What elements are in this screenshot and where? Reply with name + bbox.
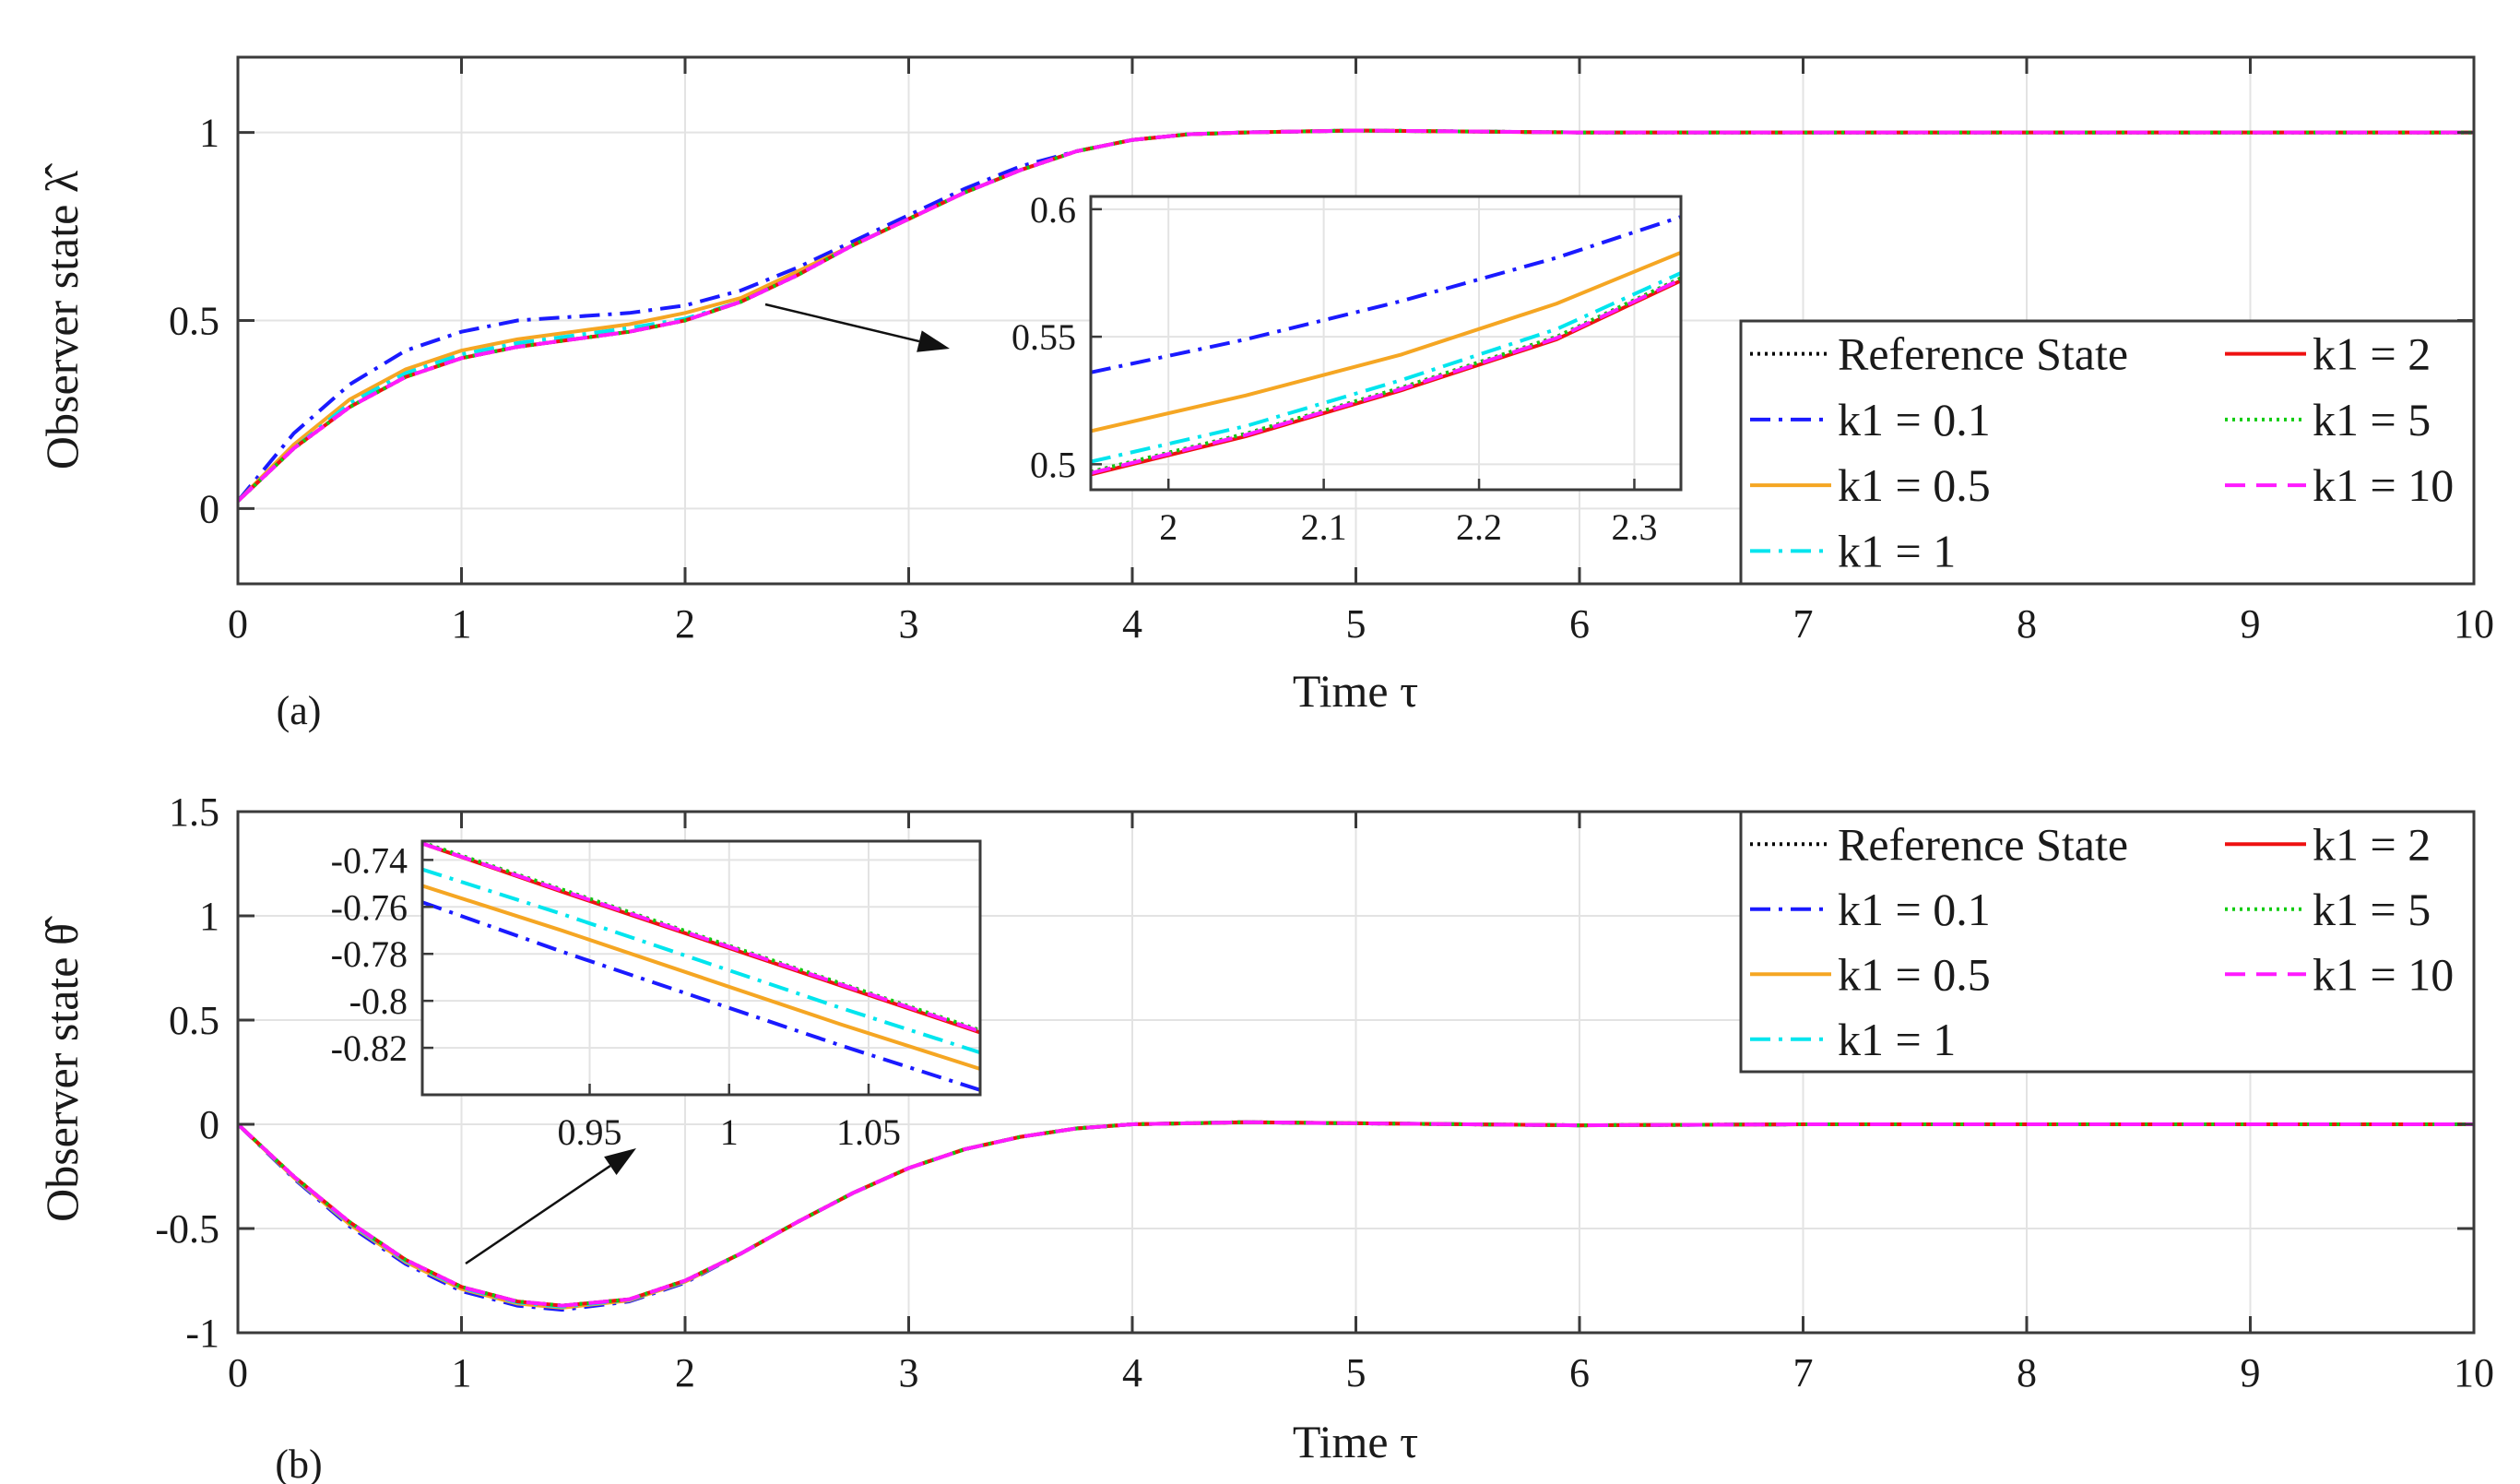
x-tick-label: 3 [899, 601, 919, 647]
x-tick-label: 9 [2241, 1350, 2261, 1395]
legend-label: k1 = 2 [2313, 818, 2431, 870]
series-line [238, 128, 2474, 503]
panel-label: (b) [275, 1442, 322, 1484]
inset-series-line [422, 900, 980, 1092]
legend-label: k1 = 10 [2313, 948, 2454, 1000]
series-line [238, 1120, 2474, 1308]
x-tick-label: 7 [1793, 601, 1814, 647]
series-line [238, 1120, 2474, 1308]
y-tick-label: 0 [199, 1102, 219, 1147]
inset-x-tick-label: 1 [720, 1111, 739, 1153]
legend-box [1739, 810, 2476, 1074]
legend-label: k1 = 0.5 [1838, 948, 1991, 1000]
panel-a: 0 1 2 3 4 5 6 7 8 9 10 0 0.5 1 Time τ Observer state λ̂… [36, 55, 2494, 733]
x-tick-label: 8 [2017, 601, 2037, 647]
inset-x-tick-label: 1.05 [836, 1111, 901, 1153]
legend: Reference State k1 = 0.1 k1 = 0.5 k1 = 1 k1 … [1739, 810, 2476, 1074]
y-tick-label: 1 [199, 894, 219, 939]
inset-x-tick-label: 2.2 [1456, 506, 1502, 548]
legend: Reference State k1 = 0.1 k1 = 0.5 k1 = 1 k1 … [1739, 319, 2476, 586]
x-tick-label: 7 [1793, 1350, 1814, 1395]
legend-label: k1 = 0.1 [1838, 394, 1991, 445]
inset-series-line [1091, 276, 1681, 474]
legend-label: k1 = 2 [2313, 328, 2431, 380]
inset-series-group [422, 841, 980, 1092]
y-tick-label: 1.5 [169, 789, 219, 835]
inset-x-tick-label: 2.3 [1611, 506, 1657, 548]
x-tick-label: 2 [675, 1350, 695, 1395]
legend-label: k1 = 5 [2313, 884, 2431, 935]
inset-x-tick-label: 2.1 [1301, 506, 1347, 548]
panel-label: (a) [277, 688, 322, 733]
inset-y-tick-label: -0.74 [331, 839, 408, 881]
y-tick-label: -1 [185, 1311, 219, 1356]
inset-background [1091, 196, 1681, 490]
inset-series-line [422, 867, 980, 1055]
series-group [238, 128, 2474, 503]
legend-label: k1 = 0.1 [1838, 884, 1991, 935]
legend-label: k1 = 1 [1838, 525, 1956, 576]
x-tick-label: 1 [452, 601, 472, 647]
inset-background [422, 841, 980, 1095]
x-tick-label: 4 [1122, 601, 1142, 647]
x-tick-label: 1 [452, 1350, 472, 1395]
legend-label: k1 = 10 [2313, 459, 2454, 511]
x-tick-label: 6 [1569, 1350, 1590, 1395]
inset-y-tick-label: 0.5 [1030, 444, 1076, 485]
y-tick-label: 0.5 [169, 998, 219, 1043]
x-tick-label: 5 [1346, 601, 1366, 647]
x-axis-label: Time τ [1293, 665, 1418, 717]
legend-label: k1 = 5 [2313, 394, 2431, 445]
zoom-arrow-head [604, 1148, 636, 1175]
inset-box [1089, 195, 1683, 492]
x-tick-label: 10 [2454, 1350, 2494, 1395]
inset-y-tick-label: -0.76 [331, 886, 408, 928]
inset-x-tick-label: 0.95 [558, 1111, 622, 1153]
series-group [238, 1120, 2474, 1312]
inset-series-line [422, 841, 980, 1034]
x-tick-label: 0 [228, 1350, 248, 1395]
x-tick-label: 4 [1122, 1350, 1142, 1395]
x-tick-label: 9 [2241, 601, 2261, 647]
inset-series-line [422, 884, 980, 1071]
zoom-arrow-line [764, 303, 920, 343]
inset-x-tick-label: 2 [1159, 506, 1177, 548]
zoom-arrow-head [917, 330, 950, 352]
x-tick-label: 5 [1346, 1350, 1366, 1395]
inset-y-tick-label: 0.55 [1012, 316, 1076, 358]
y-axis-label: Observer state θ̂ [36, 916, 88, 1222]
y-tick-label: -0.5 [155, 1206, 219, 1252]
zoom-arrow-line [465, 1164, 611, 1265]
inset-series-line [1091, 278, 1681, 475]
inset-y-tick-label: 0.6 [1030, 189, 1076, 231]
inset-series-line [1091, 271, 1681, 464]
inset-axes: 0.95 1 1.05 -0.74 -0.76 -0.78 -0.8 -0.82 [331, 839, 982, 1153]
inset-series-line [1091, 250, 1681, 433]
y-tick-label: 0 [199, 486, 219, 531]
x-tick-label: 0 [228, 601, 248, 647]
inset-y-tick-label: -0.8 [349, 980, 408, 1022]
x-tick-label: 6 [1569, 601, 1590, 647]
legend-label: Reference State [1838, 818, 2128, 870]
panel-b: 0 1 2 3 4 5 6 7 8 9 10 -1 -0.5 0 0.5 1 1.5 Time τ Observer… [36, 789, 2494, 1484]
legend-label: Reference State [1838, 328, 2128, 380]
inset-y-tick-label: -0.82 [331, 1027, 408, 1069]
legend-box [1739, 319, 2476, 586]
x-tick-label: 10 [2454, 601, 2494, 647]
y-tick-label: 0.5 [169, 299, 219, 344]
legend-label: k1 = 1 [1838, 1014, 1956, 1065]
inset-box [420, 839, 982, 1097]
y-axis-label: Observer state λ̂ [36, 163, 88, 469]
x-tick-label: 8 [2017, 1350, 2037, 1395]
x-tick-label: 3 [899, 1350, 919, 1395]
x-axis-label: Time τ [1293, 1416, 1418, 1467]
inset-y-tick-label: -0.78 [331, 933, 408, 975]
y-tick-label: 1 [199, 111, 219, 156]
legend-label: k1 = 0.5 [1838, 459, 1991, 511]
inset-series-group [1091, 215, 1681, 477]
x-tick-label: 2 [675, 601, 695, 647]
inset-axes: 2 2.1 2.2 2.3 0.5 0.55 0.6 [1012, 189, 1683, 548]
